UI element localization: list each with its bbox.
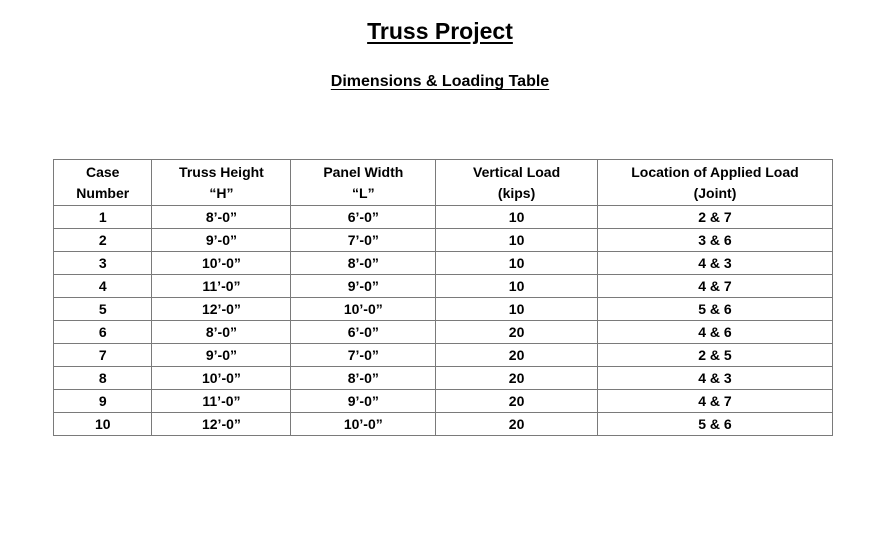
header-vertical-load: Vertical Load (kips): [435, 159, 598, 206]
cell-truss-height: 10’-0”: [151, 366, 292, 390]
header-sublabel: (Joint): [693, 184, 737, 201]
cell-case-number: 3: [52, 251, 153, 275]
table-row: 6 8’-0” 6’-0” 20 4 & 6: [52, 320, 834, 344]
cell-truss-height: 12’-0”: [151, 297, 292, 321]
cell-vertical-load: 10: [435, 274, 598, 298]
header-sublabel: (kips): [497, 184, 536, 201]
table-row: 4 11’-0” 9’-0” 10 4 & 7: [52, 274, 834, 298]
dimensions-loading-table: Case Number Truss Height “H” Panel Width…: [52, 159, 834, 436]
page-title: Truss Project: [367, 18, 513, 44]
cell-case-number: 2: [52, 228, 153, 252]
header-label: Panel Width: [323, 163, 404, 180]
cell-panel-width: 6’-0”: [290, 320, 437, 344]
cell-truss-height: 10’-0”: [151, 251, 292, 275]
cell-load-joint: 4 & 7: [596, 389, 834, 413]
table-row: 2 9’-0” 7’-0” 10 3 & 6: [52, 228, 834, 252]
table-row: 7 9’-0” 7’-0” 20 2 & 5: [52, 343, 834, 367]
cell-load-joint: 4 & 6: [596, 320, 834, 344]
cell-case-number: 10: [52, 412, 153, 436]
cell-load-joint: 5 & 6: [596, 297, 834, 321]
cell-truss-height: 8’-0”: [151, 320, 292, 344]
cell-load-joint: 2 & 5: [596, 343, 834, 367]
table-row: 3 10’-0” 8’-0” 10 4 & 3: [52, 251, 834, 275]
header-sublabel: Number: [76, 184, 130, 201]
cell-case-number: 1: [52, 205, 153, 229]
cell-case-number: 9: [52, 389, 153, 413]
cell-truss-height: 11’-0”: [151, 274, 292, 298]
cell-vertical-load: 20: [435, 389, 598, 413]
header-label: Truss Height: [179, 163, 264, 180]
cell-vertical-load: 20: [435, 343, 598, 367]
cell-load-joint: 4 & 3: [596, 366, 834, 390]
table-row: 8 10’-0” 8’-0” 20 4 & 3: [52, 366, 834, 390]
cell-truss-height: 9’-0”: [151, 228, 292, 252]
header-label: Case: [86, 163, 120, 180]
cell-case-number: 5: [52, 297, 153, 321]
cell-vertical-load: 10: [435, 297, 598, 321]
cell-case-number: 8: [52, 366, 153, 390]
cell-panel-width: 9’-0”: [290, 389, 437, 413]
cell-panel-width: 8’-0”: [290, 251, 437, 275]
cell-vertical-load: 20: [435, 412, 598, 436]
cell-case-number: 6: [52, 320, 153, 344]
header-truss-height: Truss Height “H”: [151, 159, 292, 206]
cell-truss-height: 8’-0”: [151, 205, 292, 229]
header-sublabel: “L”: [352, 184, 375, 201]
cell-truss-height: 11’-0”: [151, 389, 292, 413]
cell-panel-width: 6’-0”: [290, 205, 437, 229]
cell-vertical-load: 10: [435, 251, 598, 275]
header-case-number: Case Number: [52, 159, 153, 206]
cell-load-joint: 4 & 7: [596, 274, 834, 298]
cell-truss-height: 9’-0”: [151, 343, 292, 367]
cell-panel-width: 9’-0”: [290, 274, 437, 298]
cell-panel-width: 7’-0”: [290, 343, 437, 367]
table-row: 10 12’-0” 10’-0” 20 5 & 6: [52, 412, 834, 436]
cell-load-joint: 2 & 7: [596, 205, 834, 229]
cell-case-number: 7: [52, 343, 153, 367]
cell-panel-width: 7’-0”: [290, 228, 437, 252]
cell-case-number: 4: [52, 274, 153, 298]
table-subtitle: Dimensions & Loading Table: [330, 73, 550, 90]
cell-panel-width: 10’-0”: [290, 412, 437, 436]
header-label: Location of Applied Load: [631, 163, 799, 180]
table-row: 5 12’-0” 10’-0” 10 5 & 6: [52, 297, 834, 321]
cell-panel-width: 10’-0”: [290, 297, 437, 321]
cell-vertical-load: 10: [435, 205, 598, 229]
cell-load-joint: 3 & 6: [596, 228, 834, 252]
header-applied-load-location: Location of Applied Load (Joint): [596, 159, 834, 206]
table-header-row: Case Number Truss Height “H” Panel Width…: [52, 159, 834, 206]
cell-panel-width: 8’-0”: [290, 366, 437, 390]
cell-vertical-load: 20: [435, 320, 598, 344]
header-panel-width: Panel Width “L”: [290, 159, 437, 206]
table-row: 9 11’-0” 9’-0” 20 4 & 7: [52, 389, 834, 413]
header-label: Vertical Load: [473, 163, 561, 180]
cell-vertical-load: 10: [435, 228, 598, 252]
header-sublabel: “H”: [209, 184, 234, 201]
cell-load-joint: 5 & 6: [596, 412, 834, 436]
cell-load-joint: 4 & 3: [596, 251, 834, 275]
table-row: 1 8’-0” 6’-0” 10 2 & 7: [52, 205, 834, 229]
cell-truss-height: 12’-0”: [151, 412, 292, 436]
cell-vertical-load: 20: [435, 366, 598, 390]
